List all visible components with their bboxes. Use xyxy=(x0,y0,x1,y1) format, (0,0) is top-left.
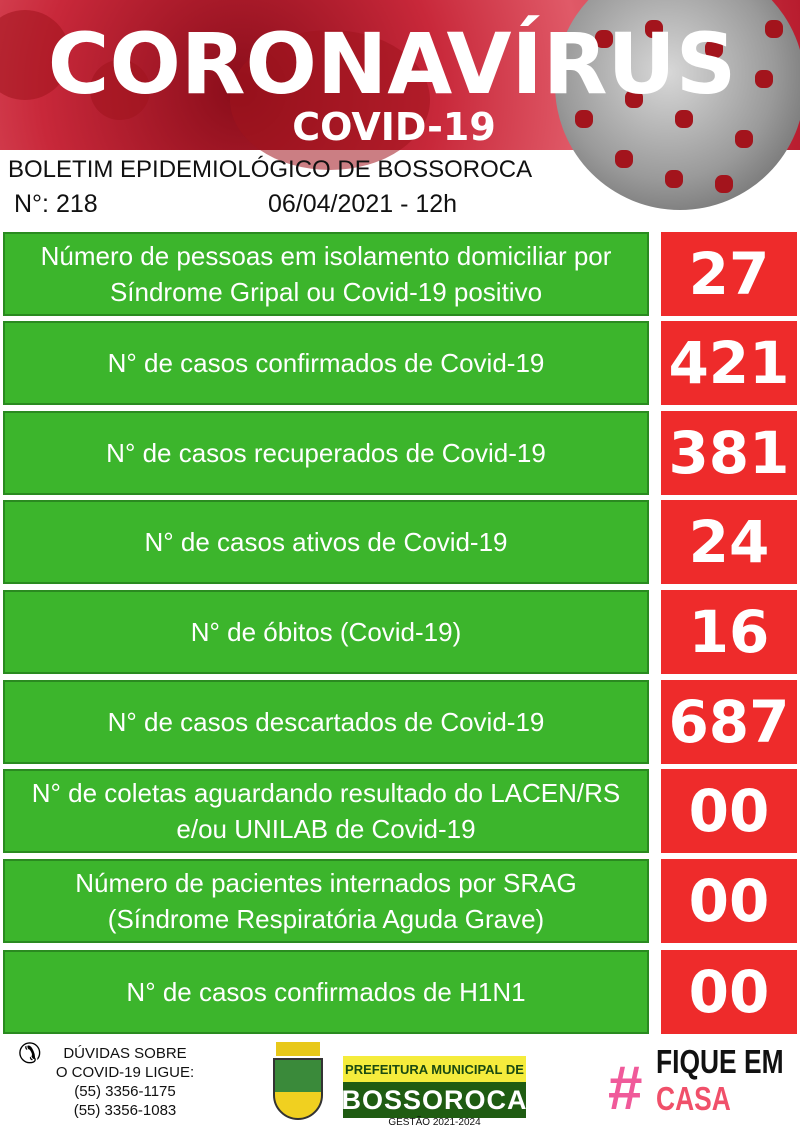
contact-text: DÚVIDAS SOBRE xyxy=(63,1045,187,1062)
stat-value: 00 xyxy=(661,950,797,1034)
virus-particle-image xyxy=(230,30,430,170)
stat-label: N° de casos descartados de Covid-19 xyxy=(3,680,649,764)
phone-icon: ✆ xyxy=(18,1038,42,1069)
virus-particle-image xyxy=(0,10,70,100)
subtitle: COVID-19 xyxy=(292,105,496,149)
stat-value: 00 xyxy=(661,859,797,943)
stat-label: N° de coletas aguardando resultado do LA… xyxy=(3,769,649,853)
slogan-line2: CASA xyxy=(656,1080,731,1117)
stat-label: N° de casos confirmados de H1N1 xyxy=(3,950,649,1034)
stat-label: N° de casos confirmados de Covid-19 xyxy=(3,321,649,405)
bulletin-datetime: 06/04/2021 - 12h xyxy=(268,190,458,218)
stat-label: N° de casos recuperados de Covid-19 xyxy=(3,411,649,495)
bulletin-number: N°: 218 xyxy=(14,190,98,218)
stat-value: 27 xyxy=(661,232,797,316)
stat-value: 687 xyxy=(661,680,797,764)
stat-value: 00 xyxy=(661,769,797,853)
stat-label: Número de pessoas em isolamento domicili… xyxy=(3,232,649,316)
phone-number: (55) 3356-1175 xyxy=(74,1083,176,1100)
stat-value: 24 xyxy=(661,500,797,584)
stat-value: 16 xyxy=(661,590,797,674)
logo-top-text: PREFEITURA MUNICIPAL DE xyxy=(343,1056,526,1082)
slogan-line1: FIQUE EM xyxy=(656,1043,784,1080)
phone-number: (55) 3356-1083 xyxy=(73,1102,177,1119)
logo-name: BOSSOROCA xyxy=(341,1082,527,1118)
stat-value: 421 xyxy=(661,321,797,405)
main-title: CORONAVÍRUS xyxy=(47,15,737,113)
stat-label: N° de casos ativos de Covid-19 xyxy=(3,500,649,584)
contact-text: O COVID-19 LIGUE: xyxy=(55,1064,195,1081)
stat-label: Número de pacientes internados por SRAG … xyxy=(3,859,649,943)
stat-value: 381 xyxy=(661,411,797,495)
stat-label: N° de óbitos (Covid-19) xyxy=(3,590,649,674)
bulletin-title: BOLETIM EPIDEMIOLÓGICO DE BOSSOROCA xyxy=(8,156,533,183)
coronavirus-image xyxy=(555,0,800,210)
logo-term: GESTÃO 2021-2024 xyxy=(388,1117,481,1128)
virus-particle-image xyxy=(90,60,150,120)
coat-of-arms-logo xyxy=(263,1042,333,1126)
hashtag-symbol: # xyxy=(608,1054,643,1123)
